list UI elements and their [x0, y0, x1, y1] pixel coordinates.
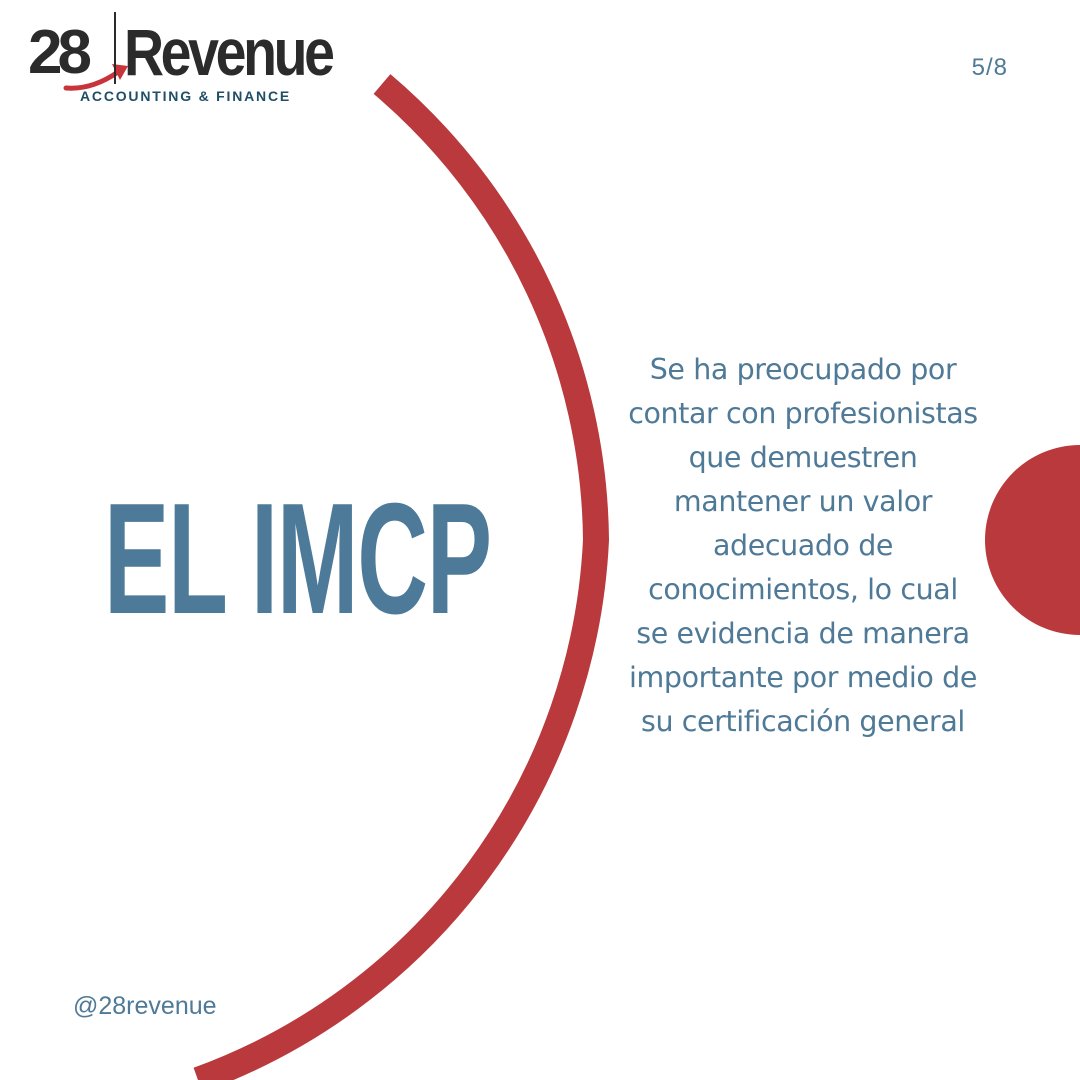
logo-wordmark: Revenue	[124, 15, 335, 89]
logo-arrow-icon	[63, 64, 128, 91]
headline-title: EL IMCP	[104, 471, 492, 647]
page-indicator: 5/8	[971, 54, 1008, 81]
social-handle: @28revenue	[73, 992, 217, 1020]
brand-logo: 28 Revenue ACCOUNTING & FINANCE	[28, 12, 368, 112]
red-half-circle	[985, 445, 1080, 635]
red-arc-ring	[193, 74, 610, 1080]
logo-divider	[114, 12, 116, 84]
logo-tagline: ACCOUNTING & FINANCE	[80, 88, 291, 104]
logo-number: 28	[28, 18, 92, 87]
body-paragraph: Se ha preocupado por contar con profesio…	[628, 353, 978, 738]
